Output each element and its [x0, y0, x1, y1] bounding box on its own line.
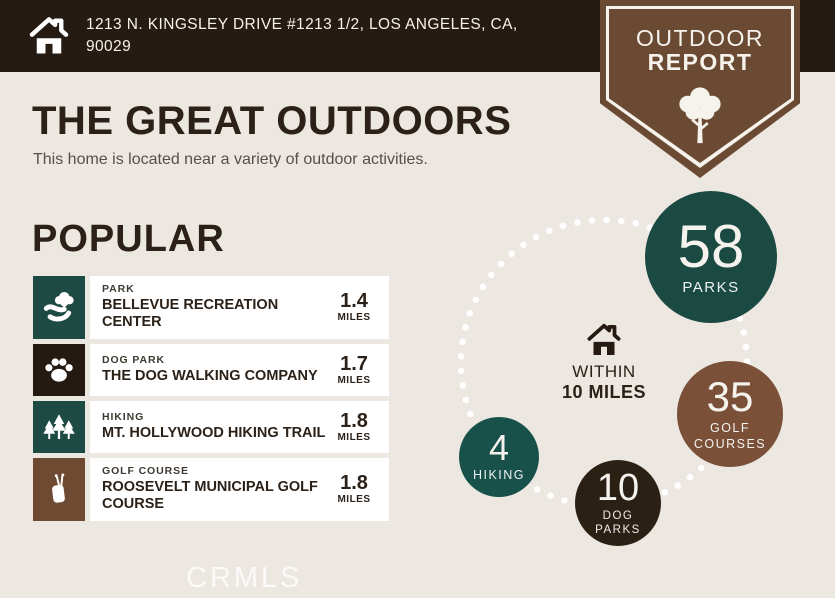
distance-unit: MILES — [337, 431, 371, 443]
list-item-golf-course: GOLF COURSE ROOSEVELT MUNICIPAL GOLF COU… — [33, 457, 389, 521]
list-item-park: PARK BELLEVUE RECREATION CENTER 1.4 MILE… — [33, 276, 389, 339]
distance-value: 1.4 — [340, 290, 368, 313]
pine-trees-icon — [33, 400, 85, 453]
badge-title-line2: REPORT — [647, 49, 753, 75]
bubble-label: HIKING — [472, 468, 526, 483]
page-subtitle: This home is located near a variety of o… — [33, 151, 428, 168]
list-item-panel: HIKING MT. HOLLYWOOD HIKING TRAIL 1.8 MI… — [90, 400, 389, 453]
badge-title-line1: OUTDOOR — [635, 25, 765, 51]
bubble-value: 58 — [677, 212, 745, 280]
list-item-dog-park: DOG PARK THE DOG WALKING COMPANY 1.7 MIL… — [33, 343, 389, 396]
item-distance: 1.8 MILES — [329, 473, 379, 505]
item-category: DOG PARK — [102, 354, 166, 367]
item-category: HIKING — [102, 411, 145, 424]
list-item-panel: GOLF COURSE ROOSEVELT MUNICIPAL GOLF COU… — [90, 457, 389, 521]
crmls-watermark: CRMLS — [186, 562, 303, 594]
item-category: GOLF COURSE — [102, 464, 189, 477]
distance-unit: MILES — [337, 312, 371, 324]
property-address: 1213 N. KINGSLEY DRIVE #1213 1/2, LOS AN… — [86, 16, 518, 55]
outdoor-report-badge: OUTDOOR REPORT — [600, 0, 800, 178]
item-distance: 1.7 MILES — [329, 354, 379, 386]
item-distance: 1.4 MILES — [329, 291, 379, 323]
distance-value: 1.8 — [340, 472, 368, 495]
bubble-golf-courses: 35 GOLF COURSES — [677, 361, 783, 467]
item-name: ROOSEVELT MUNICIPAL GOLF COURSE — [102, 478, 318, 513]
item-category: PARK — [102, 283, 135, 295]
within-label: WITHIN — [572, 362, 636, 381]
distance-value: 1.7 — [340, 352, 368, 375]
list-item-panel: DOG PARK THE DOG WALKING COMPANY 1.7 MIL… — [90, 343, 389, 396]
bubble-value: 10 — [596, 466, 640, 509]
popular-heading: POPULAR — [32, 218, 225, 260]
home-icon — [586, 322, 622, 358]
distance-unit: MILES — [337, 494, 371, 506]
item-name: THE DOG WALKING COMPANY — [102, 368, 318, 385]
list-item-hiking: HIKING MT. HOLLYWOOD HIKING TRAIL 1.8 MI… — [33, 400, 389, 453]
item-name: BELLEVUE RECREATION CENTER — [102, 297, 279, 331]
paw-icon — [33, 343, 85, 396]
bubble-hiking: 4 HIKING — [459, 417, 539, 497]
distance-unit: MILES — [337, 374, 371, 386]
item-name: MT. HOLLYWOOD HIKING TRAIL — [102, 425, 326, 442]
bubble-value: 35 — [706, 372, 754, 420]
bubble-value: 4 — [488, 427, 510, 469]
distance-value: 1.8 — [340, 409, 368, 432]
list-item-panel: PARK BELLEVUE RECREATION CENTER 1.4 MILE… — [90, 276, 389, 339]
bubble-label: GOLF COURSES — [693, 420, 767, 451]
bubble-dog-parks: 10 DOG PARKS — [575, 460, 661, 546]
bubble-parks: 58 PARKS — [645, 191, 777, 323]
within-miles: 10 MILES — [561, 382, 647, 402]
bubble-label: DOG PARKS — [595, 509, 641, 536]
page-title: THE GREAT OUTDOORS — [32, 99, 512, 143]
item-distance: 1.8 MILES — [329, 411, 379, 443]
golf-bag-icon — [33, 457, 85, 521]
park-tree-icon — [33, 276, 85, 339]
home-icon — [28, 15, 70, 57]
popular-list: PARK BELLEVUE RECREATION CENTER 1.4 MILE… — [33, 276, 389, 521]
ring-center: WITHIN 10 MILES — [554, 322, 654, 403]
bubble-label: PARKS — [682, 278, 740, 296]
tree-icon — [671, 84, 729, 150]
